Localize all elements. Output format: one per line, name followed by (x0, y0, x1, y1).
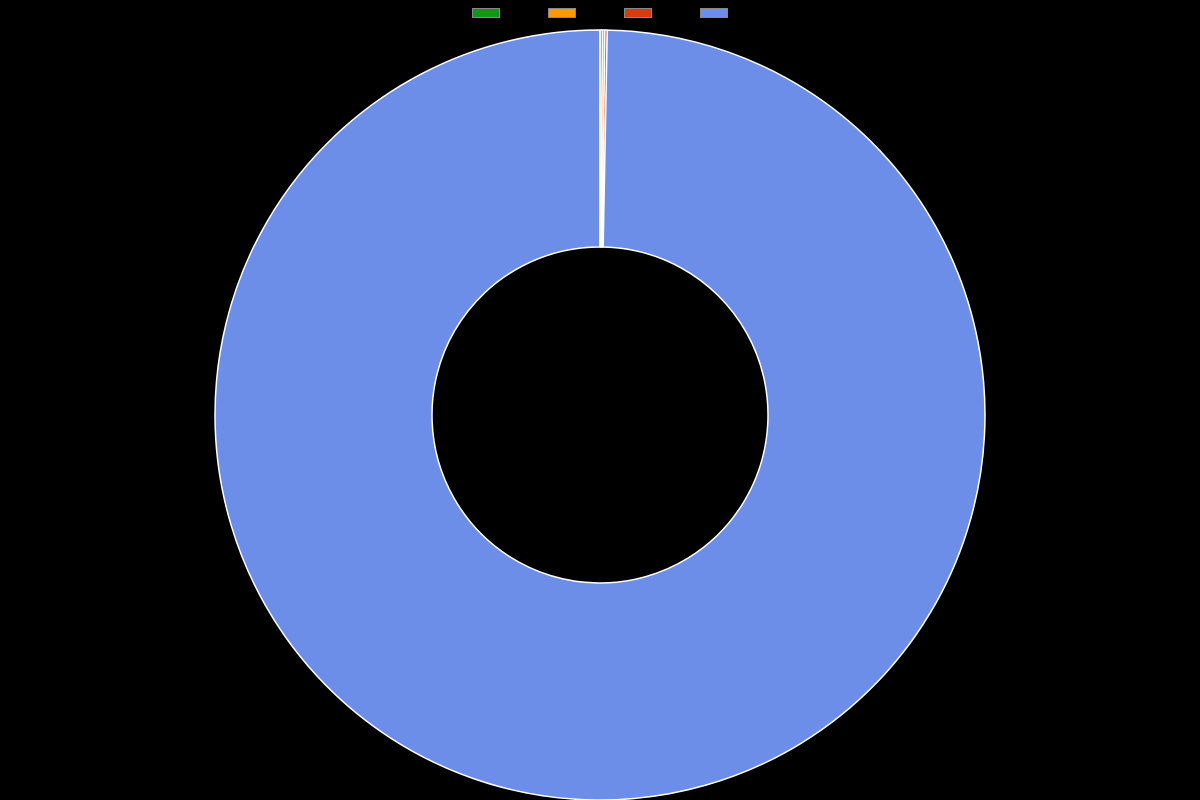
chart-container (0, 0, 1200, 800)
donut-chart (0, 0, 1200, 800)
